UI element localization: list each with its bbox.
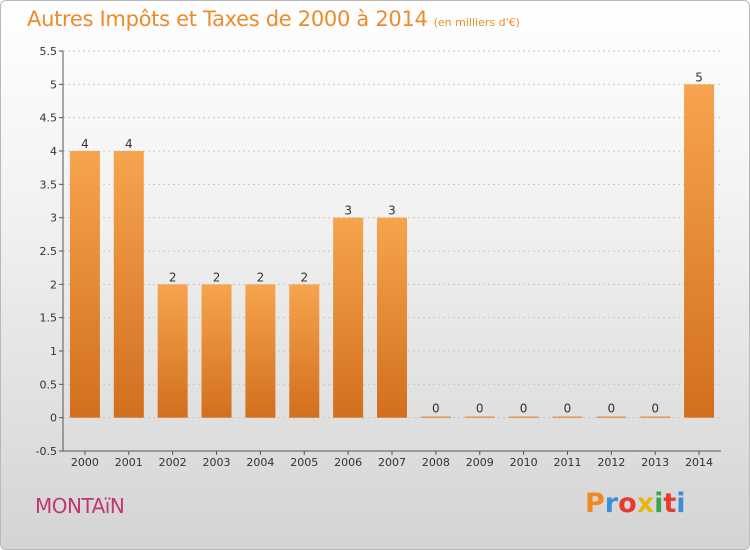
y-tick-label: 5 (50, 78, 57, 91)
y-tick-label: 0 (50, 412, 57, 425)
x-tick-label: 2013 (641, 456, 669, 469)
data-label: 2 (169, 270, 177, 284)
x-tick-label: 2012 (597, 456, 625, 469)
logo-letter: P (585, 488, 605, 519)
data-label: 4 (81, 137, 89, 151)
data-label: 0 (564, 402, 572, 416)
x-tick-label: 2008 (422, 456, 450, 469)
x-tick-label: 2000 (71, 456, 99, 469)
bar (640, 416, 671, 418)
x-tick-label: 2007 (378, 456, 406, 469)
bar (113, 151, 144, 418)
x-tick-label: 2009 (466, 456, 494, 469)
bar (420, 416, 451, 418)
data-label: 5 (695, 70, 703, 84)
bars (69, 84, 715, 418)
data-label: 2 (213, 270, 221, 284)
chart-title-text: Autres Impôts et Taxes de 2000 à 2014 (27, 7, 428, 31)
commune-name: MONTAïN (35, 494, 125, 518)
x-tick-label: 2010 (510, 456, 538, 469)
bar (69, 151, 100, 418)
bar (333, 217, 364, 418)
x-tick-label: 2001 (115, 456, 143, 469)
x-tick-label: 2014 (685, 456, 713, 469)
chart-title: Autres Impôts et Taxes de 2000 à 2014 (en… (27, 7, 520, 31)
logo-letter: i (676, 488, 686, 519)
data-label: 4 (125, 137, 133, 151)
data-label: 2 (257, 270, 265, 284)
y-tick-label: 1 (50, 345, 57, 358)
y-tick-label: 2.5 (40, 245, 58, 258)
y-tick-label: 3 (50, 212, 57, 225)
axes (59, 50, 721, 455)
data-label: 3 (388, 204, 396, 218)
y-tick-label: -0.5 (36, 445, 57, 458)
y-tick-label: 5.5 (40, 45, 58, 58)
bar (552, 416, 583, 418)
x-tick-label: 2003 (203, 456, 231, 469)
bar (201, 284, 232, 418)
labels: -0.500.511.522.533.544.555.5420004200122… (36, 45, 714, 469)
bar (508, 416, 539, 418)
y-tick-label: 4 (50, 145, 57, 158)
y-tick-label: 1.5 (40, 312, 58, 325)
y-tick-label: 0.5 (40, 378, 58, 391)
bar (464, 416, 495, 418)
logo-letter: i (654, 488, 664, 519)
bar (377, 217, 407, 418)
data-label: 2 (300, 270, 308, 284)
logo-letter: o (618, 488, 637, 519)
x-tick-label: 2002 (159, 456, 187, 469)
data-label: 0 (476, 402, 484, 416)
bar (157, 284, 188, 418)
logo-letter: t (663, 488, 677, 519)
data-label: 0 (651, 402, 659, 416)
chart-unit-note: (en milliers d'€) (433, 16, 520, 29)
logo-letter: x (636, 488, 655, 519)
bar (596, 416, 627, 418)
data-label: 0 (432, 402, 440, 416)
bar (289, 284, 320, 418)
y-tick-label: 2 (50, 278, 57, 291)
data-label: 0 (608, 402, 616, 416)
x-tick-label: 2005 (290, 456, 318, 469)
bar (684, 84, 715, 418)
proxiti-logo: Proxiti (585, 488, 686, 519)
data-label: 3 (344, 204, 352, 218)
logo-letter: r (604, 488, 619, 519)
y-tick-label: 4.5 (40, 112, 58, 125)
x-tick-label: 2011 (553, 456, 581, 469)
y-tick-label: 3.5 (40, 178, 58, 191)
x-tick-label: 2006 (334, 456, 362, 469)
data-label: 0 (520, 402, 528, 416)
x-tick-label: 2004 (246, 456, 274, 469)
bar (245, 284, 276, 418)
